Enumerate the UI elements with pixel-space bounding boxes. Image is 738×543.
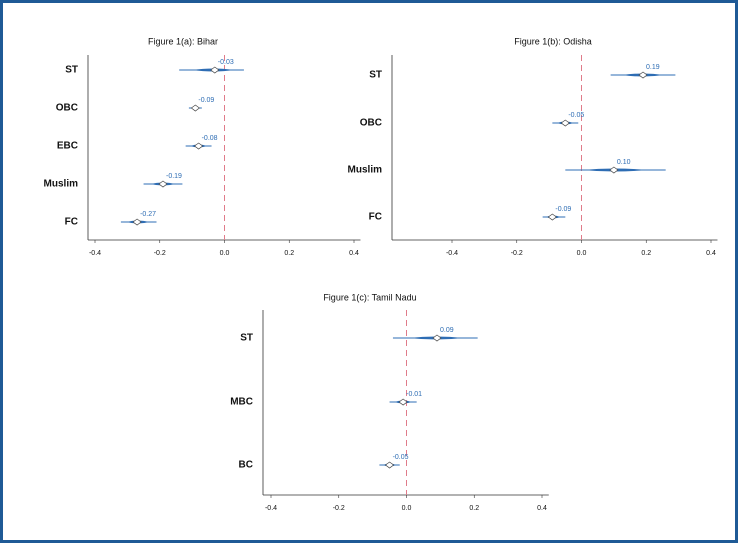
point-estimate bbox=[638, 71, 648, 79]
value-label: 0.09 bbox=[440, 327, 454, 334]
y-tick-label: ST bbox=[240, 333, 253, 344]
x-tick-label: -0.4 bbox=[89, 250, 101, 257]
point-estimate bbox=[194, 142, 204, 150]
x-tick-label: 0.4 bbox=[349, 250, 359, 257]
point-estimate bbox=[560, 119, 570, 127]
y-tick-label: FC bbox=[65, 217, 78, 228]
point-estimate bbox=[609, 166, 619, 174]
x-tick-label: -0.4 bbox=[446, 250, 458, 257]
y-tick-label: ST bbox=[369, 70, 382, 81]
x-tick-label: -0.4 bbox=[265, 505, 277, 512]
point-estimate bbox=[384, 461, 395, 469]
value-label: 0.10 bbox=[617, 159, 631, 166]
x-tick-label: -0.2 bbox=[511, 250, 523, 257]
value-label: -0.03 bbox=[218, 59, 234, 66]
x-tick-label: -0.2 bbox=[333, 505, 345, 512]
value-label: -0.19 bbox=[166, 173, 182, 180]
point-estimate bbox=[398, 398, 408, 406]
value-label: -0.05 bbox=[568, 112, 584, 119]
y-tick-label: OBC bbox=[56, 103, 78, 114]
x-tick-label: 0.2 bbox=[469, 505, 479, 512]
y-tick-label: Muslim bbox=[44, 179, 79, 190]
point-estimate bbox=[547, 213, 557, 221]
x-tick-label: 0.4 bbox=[537, 505, 547, 512]
x-tick-label: 0.4 bbox=[706, 250, 716, 257]
x-tick-label: -0.2 bbox=[154, 250, 166, 257]
y-tick-label: FC bbox=[369, 212, 382, 223]
value-label: -0.09 bbox=[198, 97, 214, 104]
point-estimate bbox=[158, 180, 168, 188]
x-tick-label: 0.0 bbox=[577, 250, 587, 257]
point-estimate bbox=[210, 66, 220, 74]
y-tick-label: Muslim bbox=[348, 165, 383, 176]
value-label: -0.09 bbox=[555, 206, 571, 213]
y-tick-label: ST bbox=[65, 65, 78, 76]
chart-title: Figure 1(c): Tamil Nadu bbox=[323, 292, 416, 302]
point-estimate bbox=[432, 334, 442, 342]
value-label: -0.08 bbox=[202, 135, 218, 142]
value-label: 0.19 bbox=[646, 64, 660, 71]
point-estimate bbox=[132, 218, 142, 226]
x-tick-label: 0.2 bbox=[641, 250, 651, 257]
y-tick-label: OBC bbox=[360, 118, 382, 129]
chart-title: Figure 1(a): Bihar bbox=[148, 36, 218, 46]
point-estimate bbox=[190, 104, 200, 112]
value-label: -0.27 bbox=[140, 211, 156, 218]
value-label: -0.01 bbox=[406, 391, 422, 398]
y-tick-label: EBC bbox=[57, 141, 78, 152]
x-tick-label: 0.0 bbox=[220, 250, 230, 257]
y-tick-label: MBC bbox=[230, 397, 253, 408]
x-tick-label: 0.0 bbox=[402, 505, 412, 512]
chart-title: Figure 1(b): Odisha bbox=[514, 36, 592, 46]
y-tick-label: BC bbox=[239, 460, 253, 471]
value-label: -0.05 bbox=[393, 454, 409, 461]
x-tick-label: 0.2 bbox=[284, 250, 294, 257]
